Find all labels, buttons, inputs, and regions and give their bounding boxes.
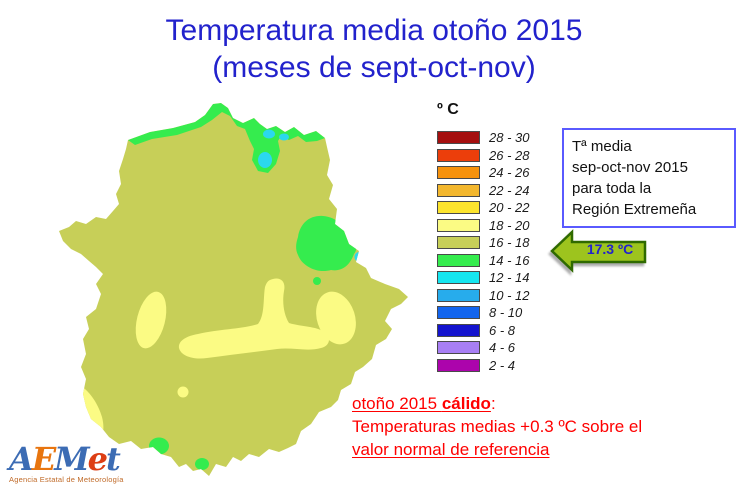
- legend-swatch: [437, 288, 480, 302]
- logo-letter: e: [87, 440, 108, 478]
- legend-swatch: [437, 341, 480, 355]
- infobox-line-2: sep-oct-nov 2015: [572, 159, 688, 176]
- legend-row: 20 - 22: [437, 199, 547, 217]
- logo-letter: M: [54, 440, 89, 478]
- legend-range-label: 26 - 28: [489, 147, 530, 163]
- legend-row: 2 - 4: [437, 357, 547, 375]
- legend-swatch: [437, 131, 480, 145]
- legend-row: 22 - 24: [437, 182, 547, 200]
- extremadura-temperature-map: [59, 103, 408, 476]
- mean-value-label: 17.3 ºC: [586, 241, 634, 257]
- map-zone-warm-dot: [177, 386, 189, 398]
- map-region-base: [59, 103, 408, 476]
- legend-row: 12 - 14: [437, 269, 547, 287]
- map-zone-cold-spot-3: [279, 133, 289, 141]
- regional-mean-infobox: Tª media sep-oct-nov 2015 para toda la R…: [562, 128, 736, 228]
- legend-range-label: 4 - 6: [489, 340, 516, 356]
- left-arrow-shape: [550, 229, 647, 273]
- legend-swatch: [437, 201, 480, 215]
- map-zone-cold-spot-1: [258, 152, 272, 168]
- mean-value-callout: 17.3 ºC: [546, 226, 652, 278]
- logo-tagline: Agencia Estatal de Meteorología: [9, 475, 124, 484]
- legend-range-label: 16 - 18: [489, 235, 530, 251]
- legend-swatch: [437, 148, 480, 162]
- legend-swatch: [437, 253, 480, 267]
- legend-swatch: [437, 271, 480, 285]
- map-zone-warm-west: [135, 291, 167, 349]
- aemet-logo: AEMet Agencia Estatal de Meteorología: [9, 443, 139, 484]
- legend-rows: 28 - 30 26 - 28 24 - 26 22 - 24 20 - 22 18 - …: [437, 129, 547, 374]
- map-zone-cool-east-blob: [296, 215, 357, 272]
- logo-letter: A: [9, 440, 34, 478]
- legend-row: 4 - 6: [437, 339, 547, 357]
- legend-row: 16 - 18: [437, 234, 547, 252]
- legend-range-label: 12 - 14: [489, 270, 530, 286]
- legend-swatch: [437, 323, 480, 337]
- infobox-line-1: Tª media: [572, 138, 632, 155]
- legend-range-label: 22 - 24: [489, 182, 530, 198]
- legend-row: 10 - 12: [437, 287, 547, 305]
- page-title: Temperatura media otoño 2015 (meses de s…: [0, 12, 748, 86]
- legend-range-label: 28 - 30: [489, 130, 530, 146]
- title-line-1: Temperatura media otoño 2015: [165, 14, 583, 47]
- map-zone-cold-spot-2: [263, 129, 275, 139]
- logo-wordmark: AEMet: [9, 443, 139, 475]
- legend-row: 28 - 30: [437, 129, 547, 147]
- footnote-line-3: valor normal de referencia: [352, 440, 550, 459]
- legend-swatch: [437, 358, 480, 372]
- footnote-colon: :: [490, 394, 496, 413]
- legend-row: 26 - 28: [437, 147, 547, 165]
- legend-swatch: [437, 183, 480, 197]
- logo-letter: t: [106, 440, 121, 478]
- footnote-season-text: otoño 2015: [352, 394, 442, 413]
- map-zone-warm-central-band: [178, 278, 330, 359]
- legend-row: 14 - 16: [437, 252, 547, 270]
- legend-swatch: [437, 306, 480, 320]
- map-zone-cool-south-2: [195, 458, 209, 470]
- map-zone-warm-east: [316, 291, 356, 345]
- title-line-2: (meses de sept-oct-nov): [212, 51, 536, 84]
- map-zone-cold-spot-east-edge: [354, 252, 364, 262]
- map-zone-cool-dot-east: [313, 277, 321, 285]
- legend-swatch: [437, 166, 480, 180]
- legend-row: 8 - 10: [437, 304, 547, 322]
- legend-row: 24 - 26: [437, 164, 547, 182]
- legend-range-label: 18 - 20: [489, 217, 530, 233]
- legend-range-label: 6 - 8: [489, 322, 516, 338]
- legend-range-label: 8 - 10: [489, 305, 523, 321]
- infobox-line-3: para toda la: [572, 180, 652, 197]
- summary-footnote: otoño 2015 cálido: Temperaturas medias +…: [352, 392, 642, 461]
- legend-unit-label: º C: [437, 101, 459, 118]
- legend-range-label: 24 - 26: [489, 165, 530, 181]
- legend-row: 6 - 8: [437, 322, 547, 340]
- footnote-calido-text: cálido: [441, 394, 491, 413]
- legend-swatch: [437, 218, 480, 232]
- legend-row: 18 - 20: [437, 217, 547, 235]
- legend-range-label: 14 - 16: [489, 252, 530, 268]
- map-zone-cool-north-strip: [128, 103, 325, 173]
- legend-swatch: [437, 236, 480, 250]
- infobox-line-4: Región Extremeña: [572, 201, 697, 218]
- footnote-line-1: otoño 2015 cálido:: [352, 392, 642, 415]
- legend-range-label: 20 - 22: [489, 200, 530, 216]
- legend-range-label: 10 - 12: [489, 287, 530, 303]
- temperature-legend: º C 28 - 30 26 - 28 24 - 26 22 - 24 20 - 22 1…: [437, 101, 547, 374]
- map-zone-cool-south-1: [149, 437, 169, 455]
- logo-letter: E: [31, 440, 56, 478]
- left-arrow-icon: [550, 229, 647, 273]
- legend-range-label: 2 - 4: [489, 357, 516, 373]
- footnote-line-2: Temperaturas medias +0.3 ºC sobre el: [352, 417, 643, 436]
